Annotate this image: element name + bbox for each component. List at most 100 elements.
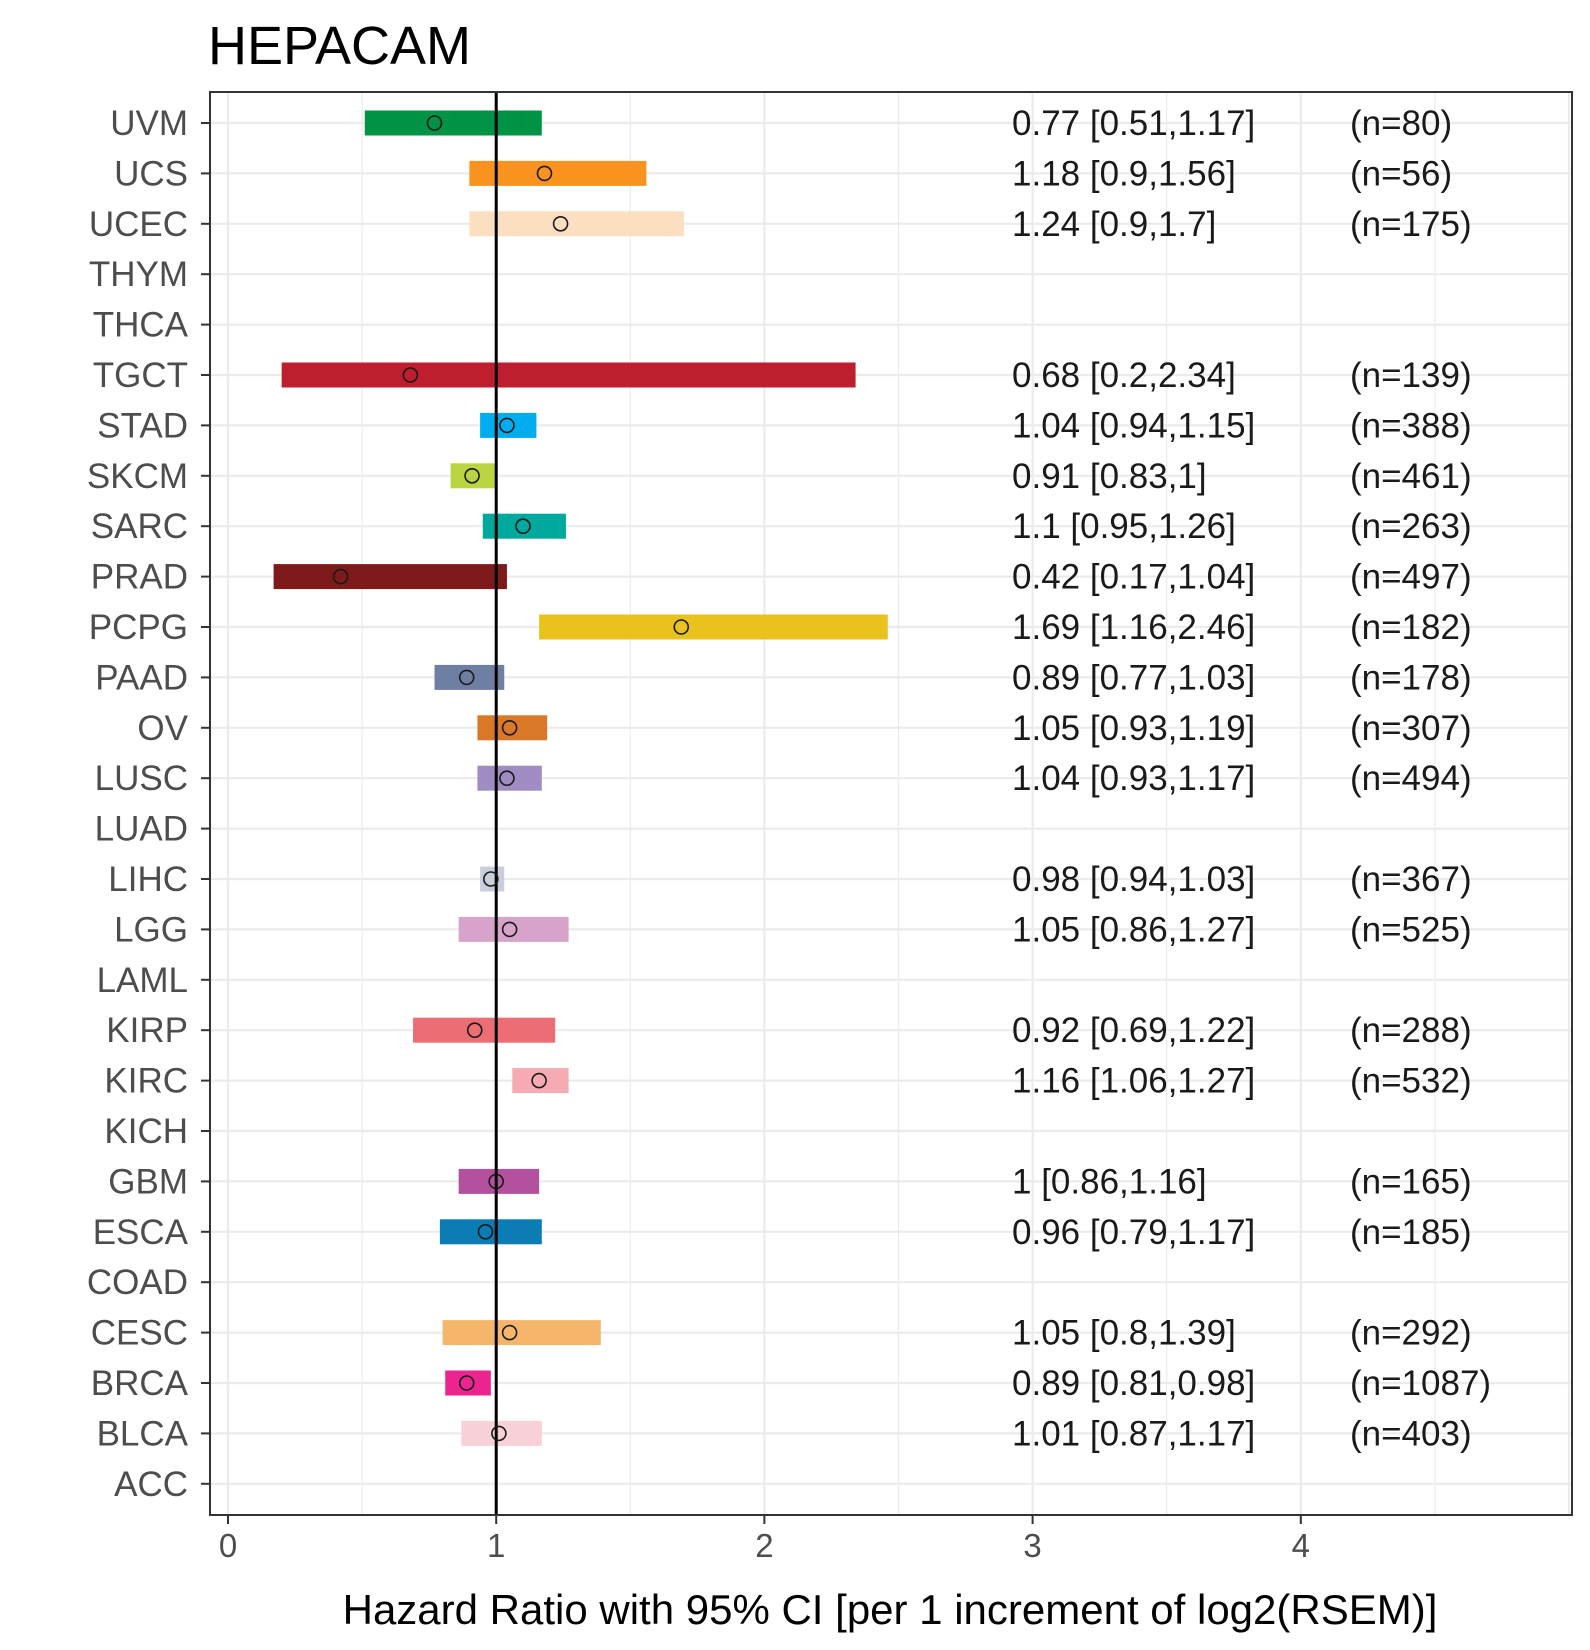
y-label-ucs: UCS xyxy=(114,154,188,193)
ci-bar-ucec xyxy=(469,211,684,237)
hr-point-gbm xyxy=(488,1173,505,1190)
x-tick-label: 3 xyxy=(1023,1527,1041,1564)
ci-bar-stad xyxy=(480,412,537,438)
hr-point-tgct xyxy=(402,367,419,383)
hr-ci-text-ucs: 1.18 [0.9,1.56] xyxy=(1012,154,1236,193)
hr-point-ucec xyxy=(552,216,569,232)
hr-point-stad xyxy=(499,417,515,434)
x-tick-label: 4 xyxy=(1292,1527,1310,1564)
n-text-cesc: (n=292) xyxy=(1350,1314,1472,1353)
hr-ci-text-paad: 0.89 [0.77,1.03] xyxy=(1012,658,1255,697)
hr-point-kirc xyxy=(531,1072,547,1089)
ci-bar-tgct xyxy=(281,362,856,388)
ci-bar-cesc xyxy=(442,1320,601,1346)
ci-bar-skcm xyxy=(450,463,497,489)
y-label-acc: ACC xyxy=(114,1465,188,1504)
y-label-cesc: CESC xyxy=(91,1314,188,1353)
y-label-lusc: LUSC xyxy=(95,759,188,798)
n-text-tgct: (n=139) xyxy=(1350,356,1472,395)
ci-bar-blca xyxy=(461,1420,542,1446)
chart-title: HEPACAM xyxy=(208,16,471,76)
y-label-uvm: UVM xyxy=(110,104,188,143)
y-label-brca: BRCA xyxy=(91,1364,189,1403)
hr-point-ucs xyxy=(536,165,553,182)
hr-point-lihc xyxy=(483,871,499,887)
hr-ci-text-kirc: 1.16 [1.06,1.27] xyxy=(1012,1062,1255,1101)
grid-lines xyxy=(210,92,1572,1515)
x-tick-label: 1 xyxy=(487,1527,505,1564)
y-label-paad: PAAD xyxy=(95,658,188,697)
y-label-kirp: KIRP xyxy=(106,1011,188,1050)
hr-ci-text-pcpg: 1.69 [1.16,2.46] xyxy=(1012,608,1255,647)
ci-bar-paad xyxy=(434,664,505,690)
hr-points xyxy=(332,115,690,1442)
y-label-pcpg: PCPG xyxy=(89,608,188,647)
ci-bar-gbm xyxy=(458,1168,540,1194)
y-axis-labels: UVM UCS UCEC THYM THCA TGCT STAD SKCM SARC PRAD PC… xyxy=(87,104,210,1504)
hr-ci-text-sarc: 1.1 [0.95,1.26] xyxy=(1012,507,1236,546)
hr-point-brca xyxy=(458,1375,475,1391)
y-label-gbm: GBM xyxy=(108,1162,188,1201)
x-axis-title: Hazard Ratio with 95% CI [per 1 incremen… xyxy=(343,1586,1438,1633)
ci-bar-kirp xyxy=(413,1017,556,1043)
ci-bar-brca xyxy=(445,1370,491,1396)
y-label-ov: OV xyxy=(137,709,188,748)
n-text-blca: (n=403) xyxy=(1350,1414,1472,1453)
n-text-lgg: (n=525) xyxy=(1350,910,1472,949)
ci-bar-lgg xyxy=(458,916,569,942)
y-label-luad: LUAD xyxy=(95,810,188,849)
hr-ci-text-ucec: 1.24 [0.9,1.7] xyxy=(1012,205,1216,244)
n-text-ov: (n=307) xyxy=(1350,709,1472,748)
hr-point-cesc xyxy=(501,1324,518,1341)
n-text-brca: (n=1087) xyxy=(1350,1364,1491,1403)
y-label-blca: BLCA xyxy=(97,1414,189,1453)
x-tick-label: 0 xyxy=(219,1527,237,1564)
hr-point-lgg xyxy=(501,921,518,938)
y-label-laml: LAML xyxy=(97,961,188,1000)
hr-ci-text-esca: 0.96 [0.79,1.17] xyxy=(1012,1213,1255,1252)
hr-point-paad xyxy=(458,669,475,686)
y-label-lgg: LGG xyxy=(114,910,188,949)
hr-ci-text-prad: 0.42 [0.17,1.04] xyxy=(1012,558,1255,597)
hr-ci-text-tgct: 0.68 [0.2,2.34] xyxy=(1012,356,1236,395)
y-label-stad: STAD xyxy=(97,406,188,445)
y-label-esca: ESCA xyxy=(93,1213,189,1252)
x-tick-label: 2 xyxy=(755,1527,773,1564)
y-label-thym: THYM xyxy=(89,255,188,294)
hr-point-prad xyxy=(332,568,349,585)
ci-bar-esca xyxy=(439,1219,542,1245)
y-label-prad: PRAD xyxy=(91,558,188,597)
n-text-prad: (n=497) xyxy=(1350,558,1472,597)
n-text-uvm: (n=80) xyxy=(1350,104,1452,143)
y-label-coad: COAD xyxy=(87,1263,188,1302)
hr-point-pcpg xyxy=(673,619,690,635)
hr-ci-text-lgg: 1.05 [0.86,1.27] xyxy=(1012,910,1255,949)
n-text-stad: (n=388) xyxy=(1350,406,1472,445)
x-axis: 0 1 2 3 4 xyxy=(219,1515,1310,1564)
n-text-ucs: (n=56) xyxy=(1350,154,1452,193)
n-text-ucec: (n=175) xyxy=(1350,205,1472,244)
ci-bar-uvm xyxy=(364,110,542,136)
n-text-pcpg: (n=182) xyxy=(1350,608,1472,647)
hr-ci-text-lusc: 1.04 [0.93,1.17] xyxy=(1012,759,1255,798)
hr-point-uvm xyxy=(426,115,443,131)
hr-ci-text-skcm: 0.91 [0.83,1] xyxy=(1012,457,1207,496)
n-text-esca: (n=185) xyxy=(1350,1213,1472,1252)
hr-ci-text-cesc: 1.05 [0.8,1.39] xyxy=(1012,1314,1236,1353)
hr-point-sarc xyxy=(515,518,531,535)
ci-bars xyxy=(273,110,888,1446)
n-text-skcm: (n=461) xyxy=(1350,457,1472,496)
hr-point-ov xyxy=(501,719,518,736)
plot-panel-border xyxy=(209,91,1573,1516)
hr-ci-text-blca: 1.01 [0.87,1.17] xyxy=(1012,1414,1255,1453)
n-text-gbm: (n=165) xyxy=(1350,1162,1472,1201)
hr-point-skcm xyxy=(464,467,480,484)
hr-point-lusc xyxy=(499,770,515,787)
y-label-lihc: LIHC xyxy=(108,860,188,899)
n-text-kirp: (n=288) xyxy=(1350,1011,1472,1050)
hr-ci-text-gbm: 1 [0.86,1.16] xyxy=(1012,1162,1207,1201)
hr-ci-text-kirp: 0.92 [0.69,1.22] xyxy=(1012,1011,1255,1050)
hr-point-esca xyxy=(477,1224,494,1240)
y-label-kirc: KIRC xyxy=(104,1062,188,1101)
